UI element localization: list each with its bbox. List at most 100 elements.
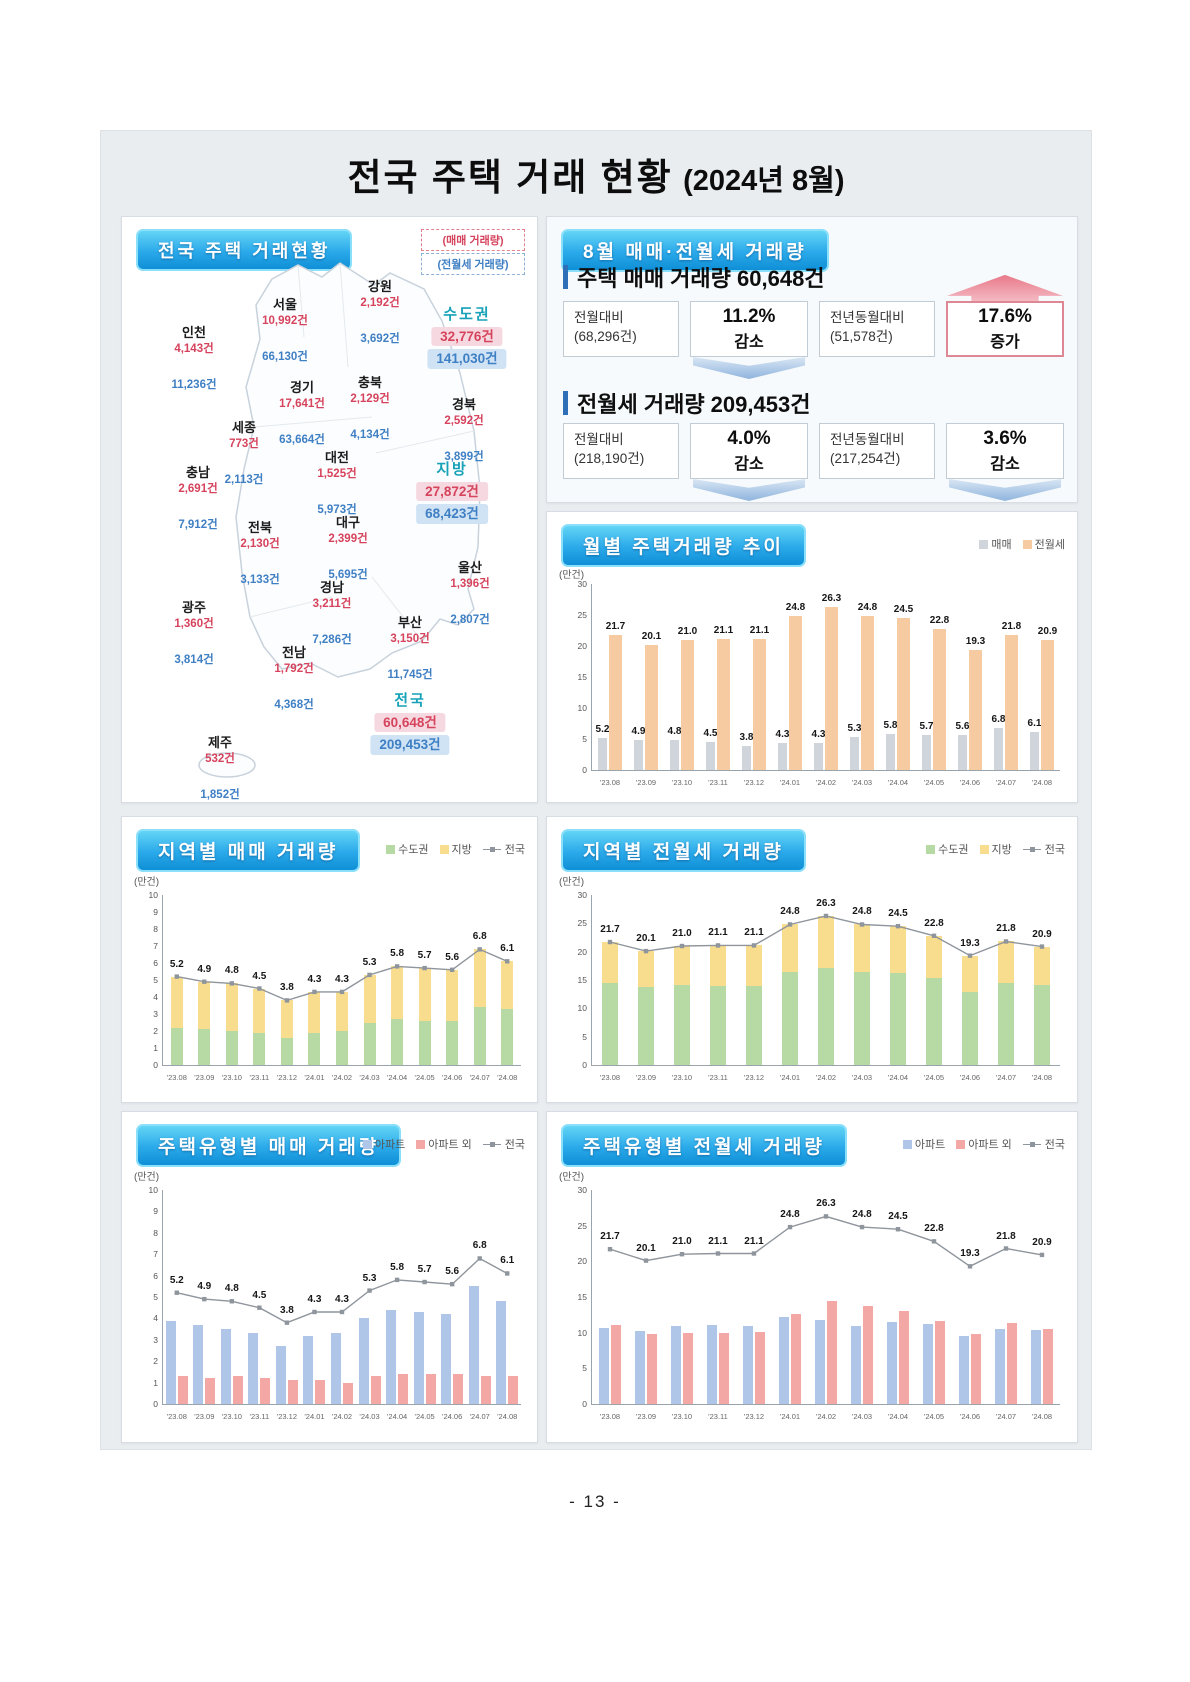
bar-value-label: 6.1	[1027, 718, 1042, 730]
bar-value-label: 21.7	[605, 621, 626, 633]
bar-아파트	[1031, 1329, 1041, 1404]
page-title-main: 전국 주택 거래 현황	[347, 157, 673, 198]
map-legend: (매매 거래량) (전월세 거래량)	[421, 229, 525, 275]
x-axis-label: '23.08	[599, 778, 621, 787]
line-value-label: 24.8	[780, 1209, 800, 1221]
region-rent-value: 5,695건	[328, 568, 368, 581]
sale-mom-delta-box: 11.2% 감소	[690, 301, 808, 357]
bar-지방	[473, 949, 486, 1008]
line-value-label: 24.5	[888, 1211, 908, 1223]
region-name: 전북	[248, 520, 272, 535]
bar-전월세	[609, 635, 622, 770]
bar-지방	[308, 991, 321, 1033]
map-region-울산: 울산 1,396건 2,807건	[450, 560, 489, 628]
line-value-label: 4.5	[252, 970, 267, 982]
title-accent-bar	[563, 391, 568, 415]
bar-아파트	[635, 1330, 645, 1404]
line-value-label: 21.7	[600, 1231, 620, 1243]
region-name: 충북	[358, 375, 382, 390]
legend-item-아파트 외: 아파트 외	[416, 1136, 472, 1152]
y-axis-tick: 30	[577, 1185, 587, 1195]
page-number: - 13 -	[569, 1492, 621, 1511]
line-value-label: 4.3	[335, 973, 349, 985]
legend-label: 전국	[1044, 1139, 1065, 1151]
bar-매매	[922, 734, 931, 770]
map-region-부산: 부산 3,150건 11,745건	[387, 615, 432, 683]
bar-아파트 외	[971, 1334, 981, 1404]
legend-swatch	[386, 845, 396, 854]
region-sale-value: 2,129건	[350, 392, 390, 405]
line-value-label: 22.8	[924, 1223, 944, 1235]
bar-아파트	[671, 1325, 681, 1404]
bar-아파트 외	[935, 1321, 945, 1404]
region-name: 광주	[182, 600, 206, 615]
bar-아파트 외	[287, 1380, 298, 1404]
line-value-label: 21.1	[708, 1235, 728, 1247]
x-axis-label: '24.08	[1031, 778, 1053, 787]
region-sale-value: 3,211건	[312, 597, 352, 610]
region-sale-value: 532건	[205, 752, 235, 765]
down-arrow-icon	[949, 479, 1061, 501]
y-axis-tick: 9	[153, 1206, 158, 1217]
y-axis-tick: 7	[153, 1249, 158, 1260]
y-axis-tick: 15	[577, 975, 587, 985]
plot-area: 0 5 10 15 20 25 30 '23.08 '23.09 '23.10 '23.11 '23.…	[578, 579, 1060, 787]
legend-label: 수도권	[938, 844, 969, 856]
x-axis-label: '24.03	[851, 1412, 873, 1421]
region-rent-value: 5,973건	[317, 503, 357, 516]
region-name: 지방	[436, 461, 468, 478]
line-value-label: 4.3	[307, 973, 322, 985]
region-sale-value: 1,360건	[174, 617, 214, 630]
x-axis-label: '23.11	[249, 1412, 270, 1421]
bar-value-label: 20.1	[641, 631, 662, 643]
x-axis-label: '23.09	[635, 1412, 657, 1421]
x-axis-label: '24.04	[386, 1073, 408, 1082]
line-value-label: 6.1	[500, 943, 515, 955]
rent-yoy-base: (217,254건)	[830, 450, 901, 466]
region-rent-value: 11,236건	[171, 378, 217, 391]
bar-value-label: 24.8	[857, 602, 878, 614]
title-accent-bar	[563, 265, 568, 289]
sale-volume-title-text: 주택 매매 거래량 60,648건	[577, 266, 825, 291]
y-axis-unit: (만건)	[559, 570, 585, 581]
chart-legend: 아파트 아파트 외 전국	[362, 1136, 525, 1152]
x-axis-label: '23.12	[276, 1073, 298, 1082]
bar-수도권	[746, 986, 762, 1065]
bar-value-label: 6.8	[991, 713, 1006, 725]
bar-아파트	[220, 1329, 231, 1404]
y-axis-tick: 15	[577, 672, 587, 682]
x-axis-label: '24.08	[497, 1412, 518, 1421]
chart-type-sale-header: 주택유형별 매매 거래량	[136, 1124, 402, 1167]
bar-매매	[706, 742, 715, 770]
rent-yoy-word: 감소	[990, 456, 1020, 473]
y-axis-tick: 4	[153, 1313, 158, 1324]
region-rent-value: 2,113건	[224, 473, 264, 486]
y-axis-tick: 30	[577, 579, 587, 589]
bar-아파트	[851, 1325, 861, 1404]
x-axis-label: '24.06	[959, 1073, 981, 1082]
bar-수도권	[170, 1027, 183, 1065]
legend-item-매매: 매매	[979, 536, 1012, 552]
bar-value-label: 5.6	[955, 721, 970, 733]
x-axis-label: '24.05	[923, 1412, 945, 1421]
region-name: 충남	[186, 465, 210, 480]
y-axis-unit: (만건)	[559, 1172, 585, 1183]
sale-comparison-row: 전월대비 (68,296건) 11.2% 감소 전년동월대비 (51,578건)…	[563, 274, 1064, 379]
bar-아파트	[303, 1335, 314, 1404]
bar-지방	[391, 966, 404, 1020]
sale-yoy-label: 전년동월대비	[830, 310, 905, 325]
region-rent-value: 11,745건	[387, 668, 433, 681]
line-value-label: 24.8	[780, 906, 800, 918]
bar-수도권	[253, 1032, 266, 1065]
bar-매매	[778, 743, 787, 770]
chart-regional-rent-header: 지역별 전월세 거래량	[561, 829, 806, 872]
bar-아파트	[887, 1321, 897, 1404]
x-axis-label: '23.08	[599, 1412, 621, 1421]
x-axis-label: '23.10	[671, 778, 693, 787]
bar-수도권	[1034, 985, 1050, 1065]
bar-value-label: 20.9	[1037, 626, 1058, 638]
line-value-label: 21.1	[708, 927, 728, 939]
region-name: 세종	[232, 420, 256, 435]
region-rent-value: 63,664건	[279, 433, 325, 446]
region-name: 대구	[336, 515, 360, 530]
